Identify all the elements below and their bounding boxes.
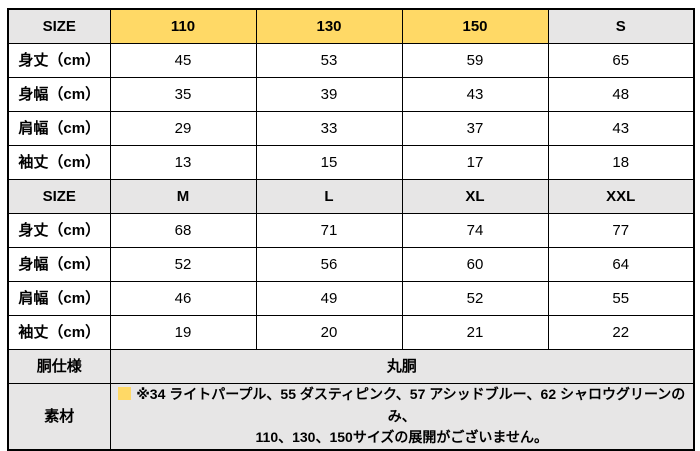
measure-value: 37: [401, 111, 549, 146]
measure-value: 49: [255, 281, 403, 316]
measure-value: 17: [401, 145, 549, 180]
measure-value: 55: [547, 281, 695, 316]
measure-value: 45: [109, 43, 257, 78]
size-chart-table: SIZE 110 130 150 S 身丈（cm） 45 53 59 65 身幅…: [7, 8, 695, 451]
measure-label: 身幅（cm）: [7, 247, 111, 282]
material-note: ※34 ライトパープル、55 ダスティピンク、57 アシッドブルー、62 シャロ…: [115, 384, 690, 449]
size-col-s: S: [547, 8, 695, 44]
measure-row-body-length-1: 身丈（cm） 45 53 59 65: [7, 43, 695, 78]
measure-row-body-width-1: 身幅（cm） 35 39 43 48: [7, 77, 695, 112]
measure-value: 35: [109, 77, 257, 112]
measure-value: 56: [255, 247, 403, 282]
measure-row-shoulder-width-1: 肩幅（cm） 29 33 37 43: [7, 111, 695, 146]
measure-value: 53: [255, 43, 403, 78]
measure-label: 身幅（cm）: [7, 77, 111, 112]
material-label: 素材: [7, 383, 111, 451]
measure-value: 13: [109, 145, 257, 180]
size-col-m: M: [109, 179, 257, 214]
measure-label: 身丈（cm）: [7, 43, 111, 78]
measure-value: 33: [255, 111, 403, 146]
measure-value: 18: [547, 145, 695, 180]
measure-label: 身丈（cm）: [7, 213, 111, 248]
measure-value: 74: [401, 213, 549, 248]
measure-value: 39: [255, 77, 403, 112]
measure-value: 46: [109, 281, 257, 316]
measure-row-sleeve-length-1: 袖丈（cm） 13 15 17 18: [7, 145, 695, 180]
measure-value: 77: [547, 213, 695, 248]
measure-value: 43: [547, 111, 695, 146]
measure-value: 52: [401, 281, 549, 316]
measure-value: 65: [547, 43, 695, 78]
body-spec-label: 胴仕様: [7, 349, 111, 384]
measure-value: 48: [547, 77, 695, 112]
size-col-110: 110: [109, 8, 257, 44]
measure-value: 29: [109, 111, 257, 146]
measure-value: 59: [401, 43, 549, 78]
measure-value: 20: [255, 315, 403, 350]
size-col-l: L: [255, 179, 403, 214]
measure-value: 60: [401, 247, 549, 282]
measure-label: 肩幅（cm）: [7, 111, 111, 146]
size-col-xxl: XXL: [547, 179, 695, 214]
material-row: 素材 ※34 ライトパープル、55 ダスティピンク、57 アシッドブルー、62 …: [7, 383, 695, 451]
material-note-cell: ※34 ライトパープル、55 ダスティピンク、57 アシッドブルー、62 シャロ…: [109, 383, 695, 451]
measure-value: 22: [547, 315, 695, 350]
measure-value: 43: [401, 77, 549, 112]
measure-label: 袖丈（cm）: [7, 315, 111, 350]
measure-row-body-width-2: 身幅（cm） 52 56 60 64: [7, 247, 695, 282]
measure-row-shoulder-width-2: 肩幅（cm） 46 49 52 55: [7, 281, 695, 316]
size-col-xl: XL: [401, 179, 549, 214]
yellow-highlight-marker-icon: [118, 387, 132, 400]
size-header-row-adult: SIZE M L XL XXL: [7, 179, 695, 214]
measure-value: 52: [109, 247, 257, 282]
measure-label: 肩幅（cm）: [7, 281, 111, 316]
material-note-line2: 110、130、150サイズの展開がございません。: [255, 429, 548, 446]
measure-value: 64: [547, 247, 695, 282]
measure-label: 袖丈（cm）: [7, 145, 111, 180]
measure-value: 21: [401, 315, 549, 350]
measure-value: 71: [255, 213, 403, 248]
material-note-line1: ※34 ライトパープル、55 ダスティピンク、57 アシッドブルー、62 シャロ…: [136, 386, 686, 424]
body-spec-value: 丸胴: [109, 349, 695, 384]
measure-value: 15: [255, 145, 403, 180]
body-spec-row: 胴仕様 丸胴: [7, 349, 695, 384]
size-header-label: SIZE: [7, 179, 111, 214]
size-header-row-kids: SIZE 110 130 150 S: [7, 8, 695, 44]
size-header-label: SIZE: [7, 8, 111, 44]
measure-row-body-length-2: 身丈（cm） 68 71 74 77: [7, 213, 695, 248]
size-col-150: 150: [401, 8, 549, 44]
size-col-130: 130: [255, 8, 403, 44]
measure-value: 68: [109, 213, 257, 248]
measure-row-sleeve-length-2: 袖丈（cm） 19 20 21 22: [7, 315, 695, 350]
measure-value: 19: [109, 315, 257, 350]
